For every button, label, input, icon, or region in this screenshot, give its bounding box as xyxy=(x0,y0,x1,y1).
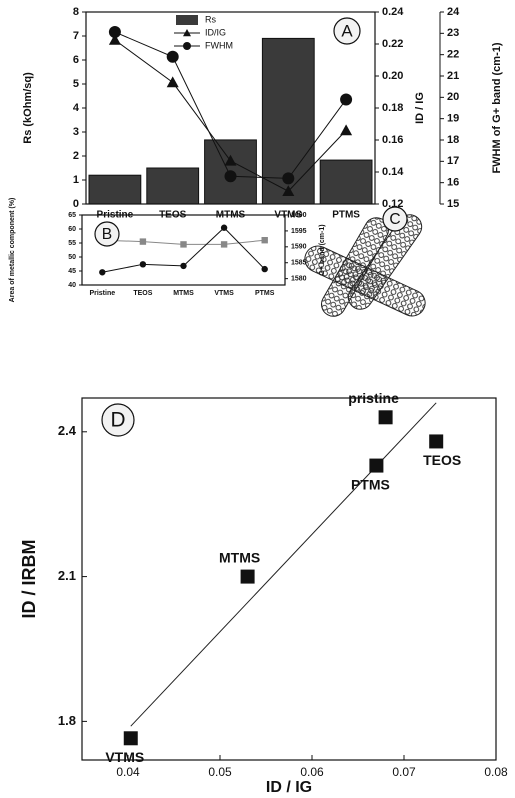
x-tick-label: Pristine xyxy=(89,290,115,297)
axis-label: ID / IRBM xyxy=(19,540,39,619)
y3-tick-label: 21 xyxy=(447,70,459,82)
y-tick-label: 8 xyxy=(73,6,79,18)
y2-tick-label: 1585 xyxy=(291,260,307,267)
y-tick-label: 2 xyxy=(73,150,79,162)
y3-tick-label: 24 xyxy=(447,6,460,18)
y2-tick-label: 0.16 xyxy=(382,134,403,146)
point-label: VTMS xyxy=(105,749,144,765)
marker xyxy=(225,170,237,182)
y3-tick-label: 19 xyxy=(447,113,459,125)
x-tick-label: TEOS xyxy=(133,290,152,297)
point xyxy=(241,570,255,584)
x-tick-label: 0.07 xyxy=(392,765,416,779)
y-tick-label: 40 xyxy=(68,282,76,289)
point-label: MTMS xyxy=(219,549,260,565)
marker xyxy=(221,241,227,247)
y3-tick-label: 20 xyxy=(447,91,459,103)
marker xyxy=(180,241,186,247)
y-tick-label: 7 xyxy=(73,30,79,42)
marker xyxy=(340,124,352,135)
y-tick-label: 1 xyxy=(73,174,79,186)
y2-tick-label: 0.20 xyxy=(382,70,403,82)
y3-tick-label: 17 xyxy=(447,155,459,167)
panel-label: C xyxy=(389,211,400,228)
point xyxy=(379,410,393,424)
y2-tick-label: 0.22 xyxy=(382,38,403,50)
marker xyxy=(140,238,146,244)
y2-tick-label: 0.14 xyxy=(382,166,404,178)
marker xyxy=(262,266,268,272)
y2-tick-label: 1590 xyxy=(291,244,307,251)
point xyxy=(124,731,138,745)
marker xyxy=(167,51,179,63)
marker xyxy=(109,26,121,38)
bar xyxy=(320,160,372,204)
axis-label: G+ band (cm-1) xyxy=(319,224,326,275)
x-tick-label: 0.05 xyxy=(208,765,232,779)
point-label: TEOS xyxy=(423,452,461,468)
marker xyxy=(262,237,268,243)
marker xyxy=(99,269,105,275)
y-tick-label: 55 xyxy=(68,240,76,247)
axis-label: Rs (kOhm/sq) xyxy=(22,72,34,144)
y-tick-label: 1.8 xyxy=(58,713,76,728)
panel-label: D xyxy=(110,409,125,432)
legend-label: ID/IG xyxy=(205,27,226,37)
point-label: PTMS xyxy=(351,476,390,492)
x-tick-label: 0.06 xyxy=(300,765,324,779)
y-tick-label: 3 xyxy=(73,126,79,138)
x-tick-label: VTMS xyxy=(214,290,234,297)
marker xyxy=(282,172,294,184)
fit-line xyxy=(131,403,436,726)
axis-label: ID / IG xyxy=(266,779,312,796)
y-tick-label: 5 xyxy=(73,78,79,90)
x-tick-label: MTMS xyxy=(173,290,194,297)
y-tick-label: 6 xyxy=(73,54,79,66)
y-tick-label: 50 xyxy=(68,254,76,261)
x-tick-label: PTMS xyxy=(332,210,360,221)
legend-swatch xyxy=(176,15,198,25)
axis-label: ID / IG xyxy=(414,92,426,124)
y2-tick-label: 0.24 xyxy=(382,6,404,18)
y3-tick-label: 16 xyxy=(447,177,459,189)
marker xyxy=(340,93,352,105)
y-tick-label: 45 xyxy=(68,268,76,275)
axis-label: Area of metallic component (%) xyxy=(9,198,16,303)
marker xyxy=(167,76,179,87)
marker xyxy=(140,261,146,267)
y3-tick-label: 22 xyxy=(447,49,459,61)
marker xyxy=(183,42,191,50)
y2-tick-label: 0.18 xyxy=(382,102,403,114)
y3-tick-label: 18 xyxy=(447,134,459,146)
y-tick-label: 60 xyxy=(68,226,76,233)
y3-tick-label: 23 xyxy=(447,27,459,39)
panel-label: B xyxy=(102,226,112,243)
figure: 0123456780.120.140.160.180.200.220.24151… xyxy=(0,0,515,798)
y2-tick-label: 1600 xyxy=(291,212,307,219)
y-tick-label: 65 xyxy=(68,212,76,219)
panel-label: A xyxy=(341,21,353,40)
y-tick-label: 4 xyxy=(73,102,80,114)
y2-tick-label: 1580 xyxy=(291,275,307,282)
marker xyxy=(180,263,186,269)
x-tick-label: 0.08 xyxy=(484,765,508,779)
bar xyxy=(89,175,141,204)
legend-label: FWHM xyxy=(205,40,233,50)
y-tick-label: 2.1 xyxy=(58,568,76,583)
y-tick-label: 0 xyxy=(73,198,79,210)
bar xyxy=(147,168,199,204)
x-tick-label: 0.04 xyxy=(116,765,140,779)
point xyxy=(369,459,383,473)
axis-label: FWHM of G+ band (cm-1) xyxy=(491,42,503,173)
marker xyxy=(221,225,227,231)
y-tick-label: 2.4 xyxy=(58,423,77,438)
y2-tick-label: 1595 xyxy=(291,228,307,235)
point xyxy=(429,434,443,448)
x-tick-label: PTMS xyxy=(255,290,275,297)
legend-label: Rs xyxy=(205,14,216,24)
y3-tick-label: 15 xyxy=(447,198,459,210)
